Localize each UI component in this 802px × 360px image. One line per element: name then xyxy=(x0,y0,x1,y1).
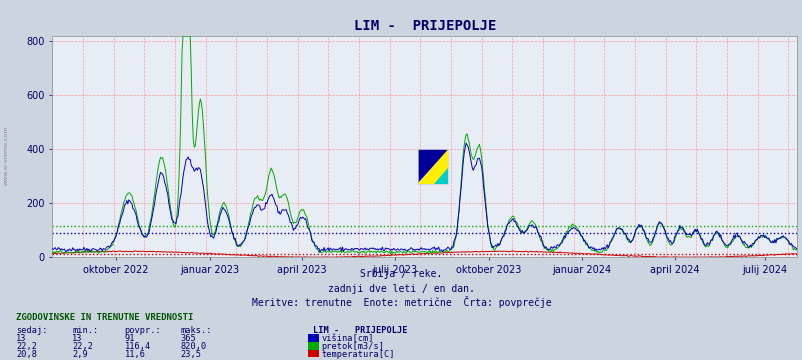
Text: 13: 13 xyxy=(16,334,26,343)
Text: 20,8: 20,8 xyxy=(16,350,37,359)
Text: www.si-vreme.com: www.si-vreme.com xyxy=(4,125,9,185)
Polygon shape xyxy=(417,149,448,184)
Text: 820,0: 820,0 xyxy=(180,342,207,351)
Text: LIM -   PRIJEPOLJE: LIM - PRIJEPOLJE xyxy=(313,326,407,335)
Text: 23,5: 23,5 xyxy=(180,350,201,359)
Text: sedaj:: sedaj: xyxy=(16,326,47,335)
Text: 13: 13 xyxy=(72,334,83,343)
Polygon shape xyxy=(434,168,448,184)
Text: temperatura[C]: temperatura[C] xyxy=(321,350,395,359)
Title: LIM -  PRIJEPOLJE: LIM - PRIJEPOLJE xyxy=(353,19,496,33)
Text: povpr.:: povpr.: xyxy=(124,326,161,335)
Text: 11,6: 11,6 xyxy=(124,350,145,359)
Text: Srbija / reke.: Srbija / reke. xyxy=(360,269,442,279)
Text: ZGODOVINSKE IN TRENUTNE VREDNOSTI: ZGODOVINSKE IN TRENUTNE VREDNOSTI xyxy=(16,314,193,323)
Text: pretok[m3/s]: pretok[m3/s] xyxy=(321,342,383,351)
Text: 116,4: 116,4 xyxy=(124,342,151,351)
Polygon shape xyxy=(417,149,448,184)
Text: 22,2: 22,2 xyxy=(16,342,37,351)
Text: 91: 91 xyxy=(124,334,135,343)
Text: maks.:: maks.: xyxy=(180,326,212,335)
Text: min.:: min.: xyxy=(72,326,99,335)
Text: 365: 365 xyxy=(180,334,196,343)
Text: 22,2: 22,2 xyxy=(72,342,93,351)
Text: 2,9: 2,9 xyxy=(72,350,88,359)
Text: zadnji dve leti / en dan.: zadnji dve leti / en dan. xyxy=(328,284,474,294)
Text: Meritve: trenutne  Enote: metrične  Črta: povprečje: Meritve: trenutne Enote: metrične Črta: … xyxy=(251,296,551,308)
Text: višina[cm]: višina[cm] xyxy=(321,334,373,343)
